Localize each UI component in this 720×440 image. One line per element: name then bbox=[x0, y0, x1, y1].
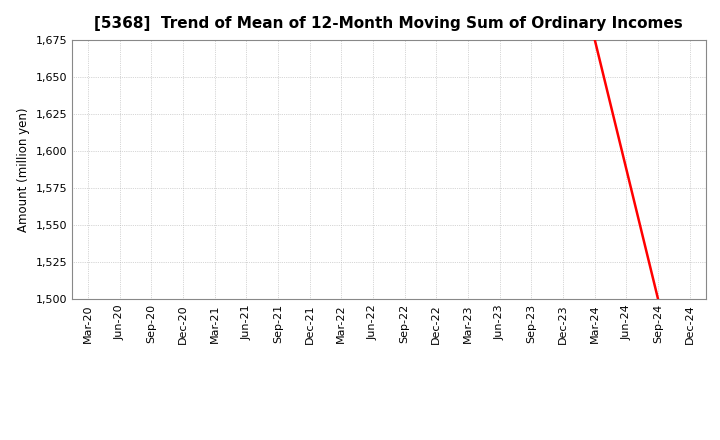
Title: [5368]  Trend of Mean of 12-Month Moving Sum of Ordinary Incomes: [5368] Trend of Mean of 12-Month Moving … bbox=[94, 16, 683, 32]
Y-axis label: Amount (million yen): Amount (million yen) bbox=[17, 107, 30, 231]
